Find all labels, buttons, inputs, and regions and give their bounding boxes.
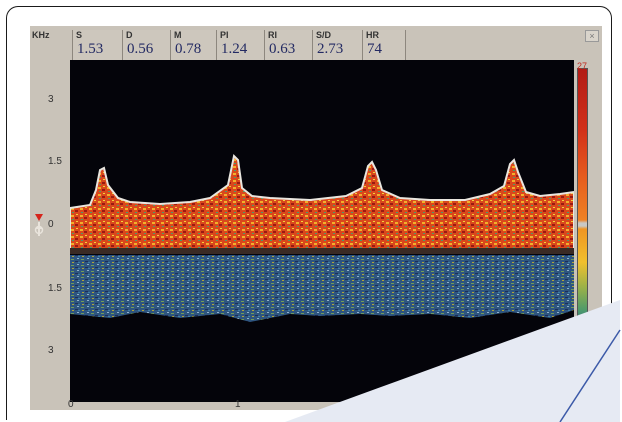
- close-icon[interactable]: ×: [585, 30, 599, 42]
- metric-label: PI: [220, 30, 229, 40]
- forward-flow-envelope: [70, 153, 574, 253]
- metric-label: S: [76, 30, 83, 40]
- y-tick: 3: [48, 94, 54, 105]
- reverse-flow-region: [70, 255, 574, 322]
- metric-value: 0.63: [269, 41, 296, 57]
- x-tick: 1: [235, 399, 241, 410]
- metric-ri: RI 0.63: [264, 30, 312, 60]
- metric-label: M: [174, 30, 182, 40]
- metric-d: D 0.56: [122, 30, 170, 60]
- metric-label: HR: [366, 30, 379, 40]
- color-scale-bar: [577, 68, 588, 372]
- y-tick: 1.5: [48, 283, 62, 294]
- metric-value: 1.53: [77, 41, 104, 57]
- y-tick: 0: [48, 219, 54, 230]
- x-tick: 2: [402, 399, 408, 410]
- metric-label: RI: [268, 30, 277, 40]
- metric-hr: HR 74: [362, 30, 406, 60]
- metric-value: 0.56: [127, 41, 154, 57]
- metric-value: 0.78: [175, 41, 202, 57]
- x-tick: 0: [68, 399, 74, 410]
- metric-pi: PI 1.24: [216, 30, 264, 60]
- x-tick: 3: [569, 399, 575, 410]
- unit-label: KHz: [32, 30, 50, 40]
- metric-value: 2.73: [317, 41, 344, 57]
- doppler-spectrum-display: [70, 60, 574, 402]
- color-scale-max: 27: [577, 61, 588, 71]
- metric-sd: S/D 2.73: [312, 30, 362, 60]
- image-frame: [6, 6, 612, 420]
- metric-label: D: [126, 30, 133, 40]
- metric-s: S 1.53: [72, 30, 122, 60]
- doppler-panel: KHz S 1.53 D 0.56 M 0.78 PI 1.24 RI 0.63…: [30, 26, 602, 410]
- color-scale-min: 0: [579, 366, 585, 376]
- baseline-marker-icon[interactable]: [33, 212, 45, 242]
- y-tick: 3: [48, 345, 54, 356]
- metric-value: 74: [367, 41, 382, 57]
- metric-value: 1.24: [221, 41, 248, 57]
- metric-m: M 0.78: [170, 30, 216, 60]
- y-tick: 1.5: [48, 156, 62, 167]
- baseline-line: [70, 248, 574, 254]
- metric-label: S/D: [316, 30, 332, 40]
